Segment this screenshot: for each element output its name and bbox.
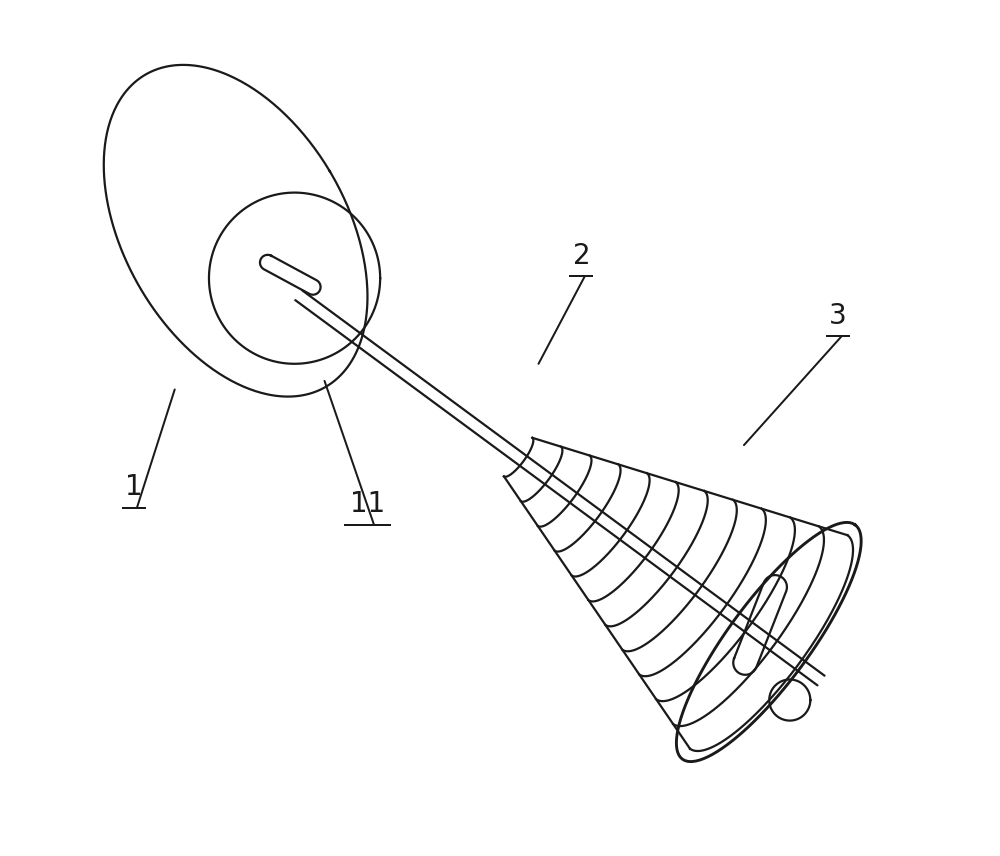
Text: 11: 11 <box>350 490 385 518</box>
Text: 2: 2 <box>573 241 590 270</box>
Text: 3: 3 <box>829 301 847 330</box>
Text: 1: 1 <box>125 473 142 501</box>
